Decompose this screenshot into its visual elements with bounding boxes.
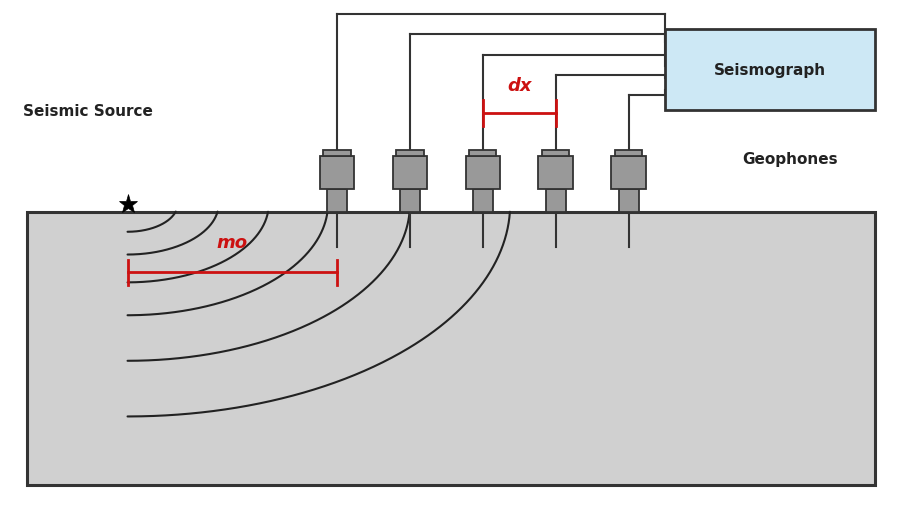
Bar <box>546 189 566 212</box>
Bar <box>619 189 639 212</box>
Bar <box>665 30 875 111</box>
Bar <box>320 157 354 189</box>
Text: dx: dx <box>507 77 531 95</box>
Bar <box>538 157 573 189</box>
Text: Geophones: Geophones <box>742 152 838 167</box>
Bar <box>393 157 427 189</box>
Bar <box>611 157 646 189</box>
Text: mo: mo <box>217 233 248 251</box>
Bar <box>327 189 347 212</box>
Text: Seismograph: Seismograph <box>713 63 826 78</box>
Bar <box>400 189 420 212</box>
Bar <box>473 189 493 212</box>
Bar <box>542 150 569 157</box>
Bar <box>615 150 642 157</box>
Bar <box>396 150 424 157</box>
Bar <box>466 157 500 189</box>
Bar <box>323 150 351 157</box>
Bar <box>469 150 496 157</box>
Text: Seismic Source: Seismic Source <box>23 104 153 119</box>
Bar <box>27 212 875 485</box>
